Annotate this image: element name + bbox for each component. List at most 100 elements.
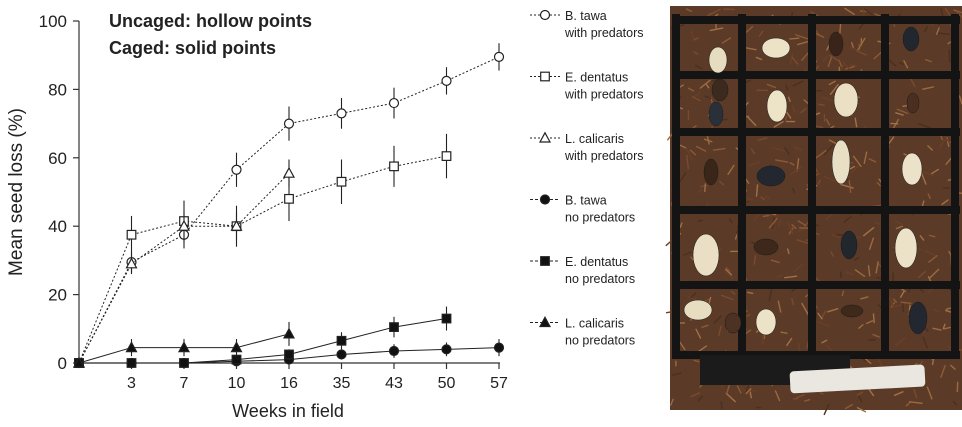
seed [840, 304, 864, 318]
legend-label-species: B. tawa [565, 9, 607, 23]
litter-strand [750, 148, 756, 155]
litter-strand [943, 135, 951, 144]
legend: B. tawa with predators E. dentatus with pre… [530, 9, 644, 348]
litter-strand [862, 226, 875, 237]
litter-strand [922, 86, 935, 90]
litter-strand [786, 248, 790, 255]
litter-strand [724, 270, 734, 279]
litter-strand [766, 83, 777, 89]
legend-label-treatment: with predators [564, 88, 644, 102]
legend-item: E. dentatus no predators [530, 255, 635, 286]
litter-strand [786, 337, 793, 347]
litter-strand [856, 391, 864, 396]
litter-strand [845, 65, 855, 70]
litter-strand [785, 84, 789, 91]
litter-strand [865, 320, 874, 325]
litter-strand [896, 108, 909, 115]
litter-strand [924, 58, 932, 63]
litter-strand [923, 26, 928, 33]
litter-strand [793, 263, 805, 273]
seed [724, 312, 742, 334]
y-ticks: 0 20 40 60 80 100 [39, 12, 79, 373]
litter-strand [721, 37, 732, 44]
x-tick-label: 57 [490, 375, 508, 392]
litter-strand [725, 268, 733, 276]
litter-strand [829, 54, 841, 63]
litter-strand [800, 107, 807, 114]
litter-strand [747, 291, 754, 295]
litter-strand [770, 259, 780, 264]
litter-strand [757, 137, 768, 141]
litter-strand [851, 163, 861, 174]
litter-strand [844, 7, 855, 16]
data-point [230, 219, 243, 231]
litter-strand [755, 56, 763, 61]
litter-strand [941, 199, 949, 206]
litter-strand [745, 25, 754, 33]
litter-strand [671, 372, 682, 376]
data-point [336, 335, 347, 346]
x-tick-label: 50 [438, 375, 456, 392]
litter-strand [829, 83, 839, 96]
tray-divider-horizontal [674, 206, 960, 214]
seed [692, 233, 720, 277]
litter-strand [764, 213, 779, 218]
data-point [177, 219, 191, 231]
seed [831, 139, 851, 185]
litter-strand [856, 50, 867, 56]
tray-divider-horizontal [674, 16, 960, 24]
litter-strand [908, 401, 923, 404]
legend-item: E. dentatus with predators [530, 71, 644, 102]
series-l-calicaris-with-predators [72, 159, 296, 368]
litter-strand [772, 147, 786, 152]
litter-strand [921, 172, 927, 185]
litter-strand [841, 290, 845, 297]
litter-strand [818, 103, 825, 106]
litter-strand [893, 391, 904, 397]
litter-strand [857, 37, 866, 51]
legend-marker [538, 316, 552, 328]
litter-strand [725, 266, 731, 272]
x-tick-label: 10 [228, 375, 246, 392]
seed [703, 158, 719, 186]
litter-strand [725, 392, 736, 403]
series-l-calicaris-no-predators [72, 321, 296, 368]
litter-strand [923, 171, 935, 177]
litter-strand [777, 300, 782, 313]
x-tick-label: 35 [333, 375, 351, 392]
litter-strand [795, 34, 809, 40]
litter-strand [792, 187, 796, 194]
litter-strand [679, 222, 683, 228]
data-point [284, 193, 294, 204]
litter-strand [843, 216, 852, 223]
series-line [78, 155, 447, 364]
y-tick-label: 20 [48, 286, 67, 305]
seed [766, 89, 788, 123]
litter-strand [787, 222, 794, 235]
legend-label-species: B. tawa [565, 194, 607, 208]
litter-strand [872, 313, 875, 324]
data-point [441, 344, 452, 355]
litter-strand [925, 250, 937, 257]
litter-strand [952, 400, 958, 406]
litter-strand [864, 8, 874, 16]
litter-strand [817, 179, 821, 185]
litter-strand [815, 33, 825, 38]
litter-strand [895, 225, 903, 230]
litter-strand [913, 388, 918, 399]
tray-label-tag [789, 364, 926, 394]
litter-strand [828, 80, 836, 86]
litter-strand [797, 342, 801, 352]
litter-strand [830, 251, 834, 257]
litter-strand [831, 234, 840, 239]
litter-strand [948, 49, 951, 63]
litter-strand [927, 145, 933, 151]
litter-strand [753, 213, 760, 221]
litter-strand [827, 56, 833, 68]
litter-strand [796, 394, 805, 399]
legend-marker [538, 131, 552, 143]
legend-label-species: E. dentatus [565, 255, 628, 269]
litter-strand [789, 37, 800, 40]
litter-strand [875, 261, 879, 274]
litter-strand [691, 96, 701, 102]
